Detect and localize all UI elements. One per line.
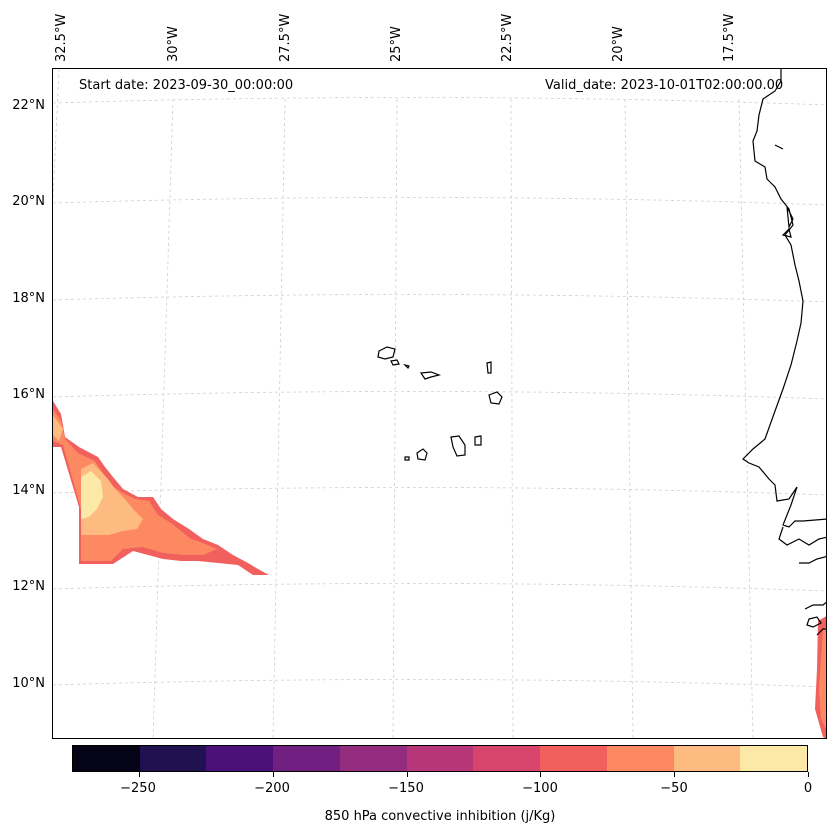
colorbar-tick-0 [138, 772, 140, 777]
colorbar-swatch-8 [606, 746, 674, 771]
colorbar-tick-5 [808, 772, 809, 777]
lon-label-30w: 30°W [166, 26, 181, 62]
island-sao-nicolau [419, 371, 442, 380]
map-canvas [53, 69, 826, 738]
colorbar [72, 745, 808, 772]
coast-gulf-notch [778, 526, 826, 546]
parallel-22n [53, 97, 826, 106]
island-maio [474, 435, 482, 446]
coast-south [774, 144, 794, 238]
parallel-14n [53, 487, 826, 496]
meridian-27-5w [272, 98, 286, 738]
lat-label-12n: 12°N [12, 579, 45, 594]
parallel-16n [53, 391, 826, 400]
cin-level-minus-50 [53, 415, 143, 535]
graticule [53, 69, 826, 738]
island-santiago [450, 435, 466, 457]
colorbar-title: 850 hPa convective inhibition (j/Kg) [324, 809, 556, 824]
meridian-32-5w [53, 69, 60, 200]
meridian-20w [624, 98, 634, 738]
lat-label-20n: 20°N [12, 194, 45, 209]
colorbar-swatch-1 [139, 746, 207, 771]
lon-label-25w: 25°W [389, 26, 404, 62]
colorbar-swatch-10 [740, 746, 808, 771]
colorbar-tick-3 [540, 772, 542, 777]
colorbar-swatch-2 [206, 746, 274, 771]
map-plot-area [52, 68, 827, 739]
parallel-10n [53, 679, 826, 688]
meridian-17-5w [738, 98, 754, 738]
lon-label-22-5w: 22.5°W [500, 13, 515, 62]
colorbar-tick-label-minus-250: −250 [120, 781, 156, 796]
lat-label-18n: 18°N [12, 291, 45, 306]
colorbar-swatch-9 [673, 746, 741, 771]
lat-label-14n: 14°N [12, 483, 45, 498]
lat-label-16n: 16°N [12, 387, 45, 402]
colorbar-tick-label-minus-50: −50 [660, 781, 688, 796]
island-santo-antao [377, 346, 396, 360]
lon-label-17-5w: 17.5°W [722, 13, 737, 62]
lat-label-10n: 10°N [12, 676, 45, 691]
island-sao-vicente [390, 359, 400, 366]
colorbar-swatch-6 [473, 746, 541, 771]
colorbar-tick-label-minus-200: −200 [254, 781, 290, 796]
colorbar-swatch-5 [406, 746, 474, 771]
cin-patch-southeast [815, 616, 826, 738]
parallel-18n [53, 294, 826, 303]
valid-date-label: Valid_date: 2023-10-01T02:00:00.00 [545, 78, 784, 93]
cin-patch-west [53, 401, 269, 575]
colorbar-tick-4 [674, 772, 676, 777]
meridian-25w [392, 98, 398, 738]
cin-level-minus-75-se [819, 626, 826, 729]
colorbar-swatch-7 [540, 746, 607, 771]
parallel-12n [53, 583, 826, 592]
colorbar-swatch-4 [339, 746, 407, 771]
colorbar-tick-label-minus-100: −100 [522, 781, 558, 796]
colorbar-tick-label-minus-150: −150 [388, 781, 424, 796]
colorbar-tick-2 [406, 772, 408, 777]
meridian-22-5w [510, 98, 514, 738]
lon-label-20w: 20°W [611, 26, 626, 62]
colorbar-swatch-3 [273, 746, 340, 771]
meridian-30w [152, 98, 174, 738]
coast-west-africa [742, 69, 826, 528]
cabo-verde-islands [377, 346, 503, 461]
lat-label-22n: 22°N [12, 98, 45, 113]
coast-guinea [799, 555, 826, 564]
colorbar-tick-1 [272, 772, 274, 777]
coast-islets [804, 601, 826, 636]
parallel-20n [53, 197, 826, 206]
colorbar-swatch-0 [73, 746, 140, 771]
lon-label-32-5w: 32.5°W [54, 13, 69, 62]
start-date-label: Start date: 2023-09-30_00:00:00 [79, 78, 294, 93]
lon-label-27-5w: 27.5°W [278, 13, 293, 62]
island-santa-luzia [403, 363, 410, 370]
africa-coastline [742, 69, 826, 636]
cin-level-minus-25 [81, 471, 103, 519]
island-sal [486, 361, 492, 374]
island-boa-vista [488, 391, 503, 405]
island-brava [404, 456, 410, 461]
island-fogo [416, 448, 428, 461]
colorbar-tick-label-0: 0 [803, 781, 813, 796]
